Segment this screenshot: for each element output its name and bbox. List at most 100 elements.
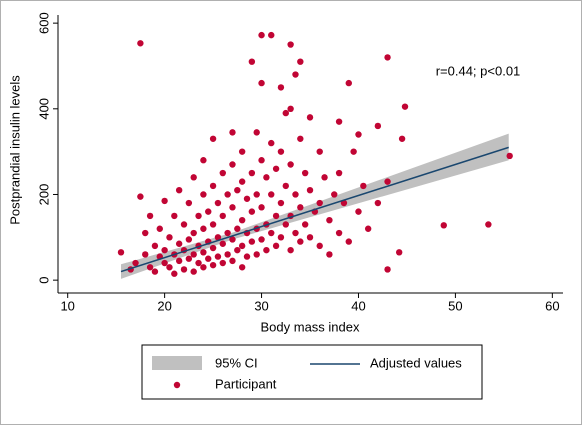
point	[200, 157, 207, 164]
point	[161, 259, 168, 267]
point	[238, 242, 246, 250]
confidence-band	[121, 133, 509, 279]
point	[248, 238, 256, 245]
point	[277, 148, 285, 155]
point	[214, 253, 222, 260]
point	[190, 251, 197, 258]
point	[272, 212, 280, 220]
point	[171, 270, 178, 277]
point	[277, 234, 285, 241]
point	[156, 225, 163, 232]
point	[268, 229, 275, 237]
legend-label: Participant	[215, 376, 277, 391]
point	[258, 157, 265, 164]
point	[175, 240, 183, 247]
point	[185, 255, 193, 262]
point	[209, 221, 217, 228]
point	[142, 229, 149, 237]
point	[335, 229, 343, 237]
point	[190, 229, 197, 237]
point	[219, 212, 226, 220]
point	[321, 174, 328, 181]
point	[258, 236, 265, 243]
point	[229, 161, 236, 168]
point	[306, 114, 314, 121]
point	[185, 199, 193, 207]
x-tick-label: 50	[448, 298, 462, 313]
point	[297, 238, 304, 245]
point	[248, 208, 256, 215]
point	[364, 225, 372, 232]
point	[200, 225, 207, 232]
point	[214, 234, 222, 241]
point	[180, 221, 188, 228]
point	[355, 208, 362, 215]
point	[272, 165, 280, 172]
point	[253, 251, 260, 258]
point	[287, 161, 294, 168]
point	[166, 264, 173, 271]
point	[292, 229, 299, 237]
y-tick-label: 600	[36, 12, 51, 34]
y-tick-label: 400	[36, 98, 51, 120]
point	[200, 191, 207, 198]
point	[277, 199, 285, 207]
point	[301, 221, 309, 228]
point	[234, 246, 241, 254]
point	[137, 193, 144, 200]
point	[306, 186, 314, 194]
point	[175, 186, 183, 194]
point	[219, 169, 226, 177]
fit-line	[120, 146, 509, 273]
point	[360, 182, 367, 190]
point	[350, 148, 357, 155]
point	[180, 266, 188, 273]
point	[326, 216, 333, 224]
point	[248, 169, 256, 177]
point	[166, 234, 173, 241]
point	[292, 191, 299, 198]
point	[205, 208, 212, 215]
point	[209, 135, 217, 142]
point	[161, 197, 168, 205]
point	[287, 41, 294, 48]
point	[229, 129, 236, 136]
x-tick-label: 40	[351, 298, 365, 313]
point	[209, 182, 217, 190]
point	[229, 236, 236, 243]
point	[485, 221, 492, 228]
point	[200, 249, 207, 256]
point	[219, 240, 226, 247]
point	[142, 251, 149, 258]
point	[175, 257, 183, 265]
point	[243, 195, 251, 202]
point	[238, 148, 246, 155]
point	[117, 249, 125, 256]
point	[146, 212, 154, 220]
point	[185, 236, 193, 243]
point	[229, 257, 236, 265]
point	[224, 229, 231, 237]
point	[258, 31, 265, 39]
point	[209, 244, 217, 252]
point	[316, 199, 323, 207]
point	[384, 266, 391, 273]
point	[297, 204, 304, 211]
point	[171, 212, 178, 220]
point	[301, 169, 309, 177]
point	[253, 191, 260, 198]
y-tick-label: 0	[36, 277, 51, 284]
point	[195, 212, 202, 220]
point	[234, 225, 241, 232]
point	[374, 122, 382, 130]
point	[258, 79, 265, 87]
point	[316, 148, 323, 155]
point	[263, 246, 270, 254]
point	[272, 242, 280, 250]
annotation: r=0.44; p<0.01	[436, 63, 521, 78]
point	[401, 103, 409, 110]
point	[297, 58, 304, 65]
point	[282, 221, 289, 228]
x-tick-label: 20	[157, 298, 171, 313]
